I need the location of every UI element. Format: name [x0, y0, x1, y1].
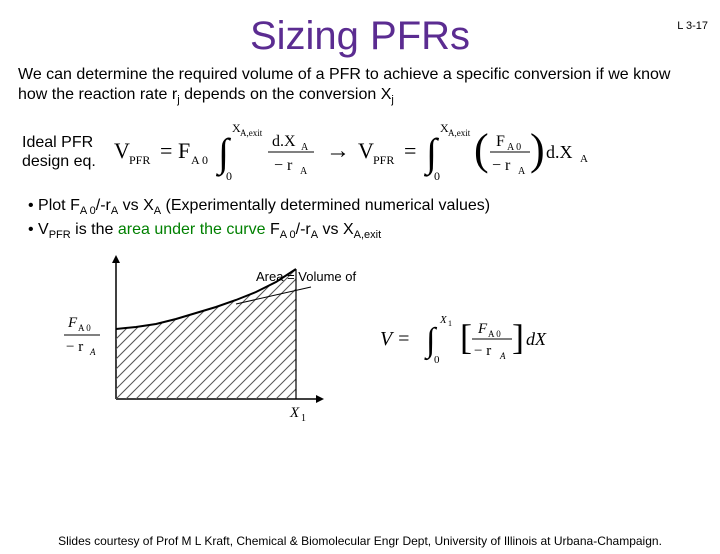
design-equation-row: Ideal PFR design eq. V PFR = F A 0 ∫ X A…	[22, 118, 702, 187]
svg-text:Area = Volume of PFR: Area = Volume of PFR	[256, 269, 360, 284]
svg-text:0: 0	[226, 169, 232, 182]
svg-text:→: →	[326, 138, 350, 164]
svg-text:): )	[530, 125, 545, 174]
footer-credit: Slides courtesy of Prof M L Kraft, Chemi…	[0, 534, 720, 548]
bullet-2: • VPFR is the area under the curve FA 0/…	[28, 219, 702, 243]
svg-text:1: 1	[301, 413, 306, 424]
intro-b: depends on the conversion X	[180, 86, 392, 103]
equation-label: Ideal PFR design eq.	[22, 133, 106, 171]
svg-text:A 0: A 0	[488, 329, 501, 339]
svg-text:F: F	[67, 315, 78, 331]
svg-text:0: 0	[434, 354, 440, 366]
svg-text:A: A	[301, 142, 309, 153]
svg-text:A: A	[89, 347, 96, 357]
intro-text: We can determine the required volume of …	[18, 65, 702, 108]
svg-text:X: X	[439, 314, 448, 326]
svg-text:PFR: PFR	[373, 153, 394, 167]
svg-text:A 0: A 0	[191, 153, 208, 167]
levenspiel-plot: FA 0 − r A X1 Area = Volume of PFR	[60, 249, 360, 429]
svg-text:F: F	[496, 133, 505, 150]
svg-text:− r: − r	[274, 157, 293, 174]
bullet-1: • Plot FA 0/-rA vs XA (Experimentally de…	[28, 195, 702, 219]
bullet-list: • Plot FA 0/-rA vs XA (Experimentally de…	[28, 195, 702, 243]
svg-text:1: 1	[448, 319, 452, 328]
svg-text:=: =	[160, 138, 172, 163]
equation-svg-wrap: V PFR = F A 0 ∫ X A,exit 0 d.X A − r A →	[114, 118, 702, 187]
figure-row: FA 0− rAX1Area = Volume of PFR V = ∫ X 1…	[60, 249, 702, 429]
svg-text:A,exit: A,exit	[240, 128, 263, 138]
svg-text:− r: − r	[474, 343, 491, 359]
svg-text:]: ]	[512, 317, 524, 357]
eq-label-2: design eq.	[22, 153, 96, 170]
svg-text:=: =	[404, 138, 416, 163]
page-title: Sizing PFRs	[0, 14, 720, 59]
svg-text:d.X: d.X	[546, 142, 573, 162]
svg-text:− r: − r	[492, 157, 511, 174]
svg-text:X: X	[289, 405, 300, 421]
svg-text:A,exit: A,exit	[448, 128, 471, 138]
slide-number: L 3-17	[677, 20, 708, 32]
svg-text:PFR: PFR	[129, 153, 150, 167]
svg-text:0: 0	[434, 169, 440, 182]
svg-text:A 0: A 0	[507, 142, 521, 153]
svg-text:d.X: d.X	[272, 133, 296, 150]
svg-text:V: V	[358, 138, 374, 163]
side-equation: V = ∫ X 1 0 [ F A 0 − r A ] dX	[380, 307, 600, 372]
svg-text:A: A	[580, 153, 588, 165]
eq-label-1: Ideal PFR	[22, 134, 93, 151]
svg-text:F: F	[477, 321, 488, 337]
svg-text:[: [	[460, 317, 472, 357]
svg-text:F: F	[178, 138, 190, 163]
svg-text:(: (	[474, 125, 489, 174]
svg-text:− r: − r	[66, 339, 83, 355]
svg-text:A: A	[499, 351, 506, 361]
svg-text:A: A	[300, 166, 308, 177]
svg-text:dX: dX	[526, 329, 547, 349]
design-equation-svg: V PFR = F A 0 ∫ X A,exit 0 d.X A − r A →	[114, 118, 654, 182]
area-phrase: area under the curve	[118, 221, 266, 238]
svg-text:A: A	[518, 166, 526, 177]
intro-sub2: j	[391, 94, 393, 106]
svg-text:V: V	[114, 138, 130, 163]
svg-text:V =: V =	[380, 328, 410, 350]
svg-text:A 0: A 0	[78, 323, 91, 333]
